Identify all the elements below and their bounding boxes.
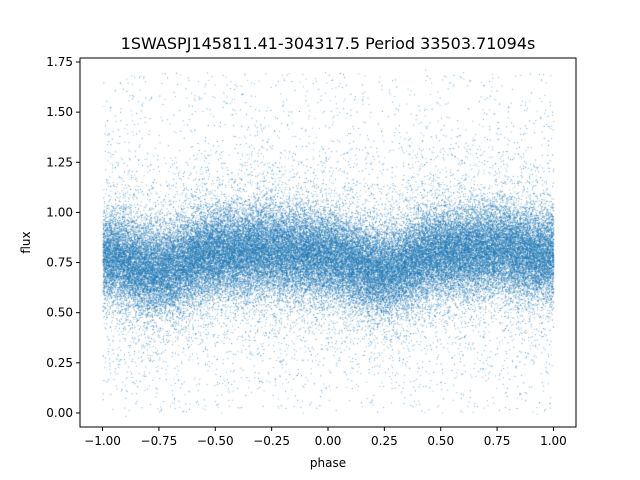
x-tick-label: −1.00 bbox=[84, 434, 121, 448]
x-tick-label: 0.00 bbox=[315, 434, 342, 448]
x-axis-label: phase bbox=[310, 456, 346, 470]
y-tick-label: 0.00 bbox=[46, 406, 73, 420]
y-tick-label: 0.25 bbox=[46, 356, 73, 370]
y-axis: 0.00 0.25 0.50 0.75 1.00 1.25 1.50 1.75 bbox=[46, 55, 80, 420]
x-tick-label: −0.75 bbox=[141, 434, 178, 448]
data-points bbox=[80, 58, 576, 427]
y-tick-label: 1.25 bbox=[46, 155, 73, 169]
scatter-points bbox=[80, 58, 576, 427]
y-tick-label: 0.50 bbox=[46, 306, 73, 320]
x-tick-label: 1.00 bbox=[540, 434, 567, 448]
x-tick-label: −0.25 bbox=[253, 434, 290, 448]
y-tick-label: 1.75 bbox=[46, 55, 73, 69]
x-tick-label: 0.50 bbox=[427, 434, 454, 448]
y-axis-label: flux bbox=[19, 231, 33, 253]
y-tick-label: 1.50 bbox=[46, 105, 73, 119]
y-tick-label: 0.75 bbox=[46, 256, 73, 270]
y-tick-label: 1.00 bbox=[46, 205, 73, 219]
x-tick-label: −0.50 bbox=[197, 434, 234, 448]
chart-title: 1SWASPJ145811.41-304317.5 Period 33503.7… bbox=[121, 34, 536, 53]
x-axis: −1.00 −0.75 −0.50 −0.25 0.00 0.25 0.50 0.75 1.00 bbox=[84, 427, 567, 448]
x-tick-label: 0.75 bbox=[484, 434, 511, 448]
x-tick-label: 0.25 bbox=[371, 434, 398, 448]
